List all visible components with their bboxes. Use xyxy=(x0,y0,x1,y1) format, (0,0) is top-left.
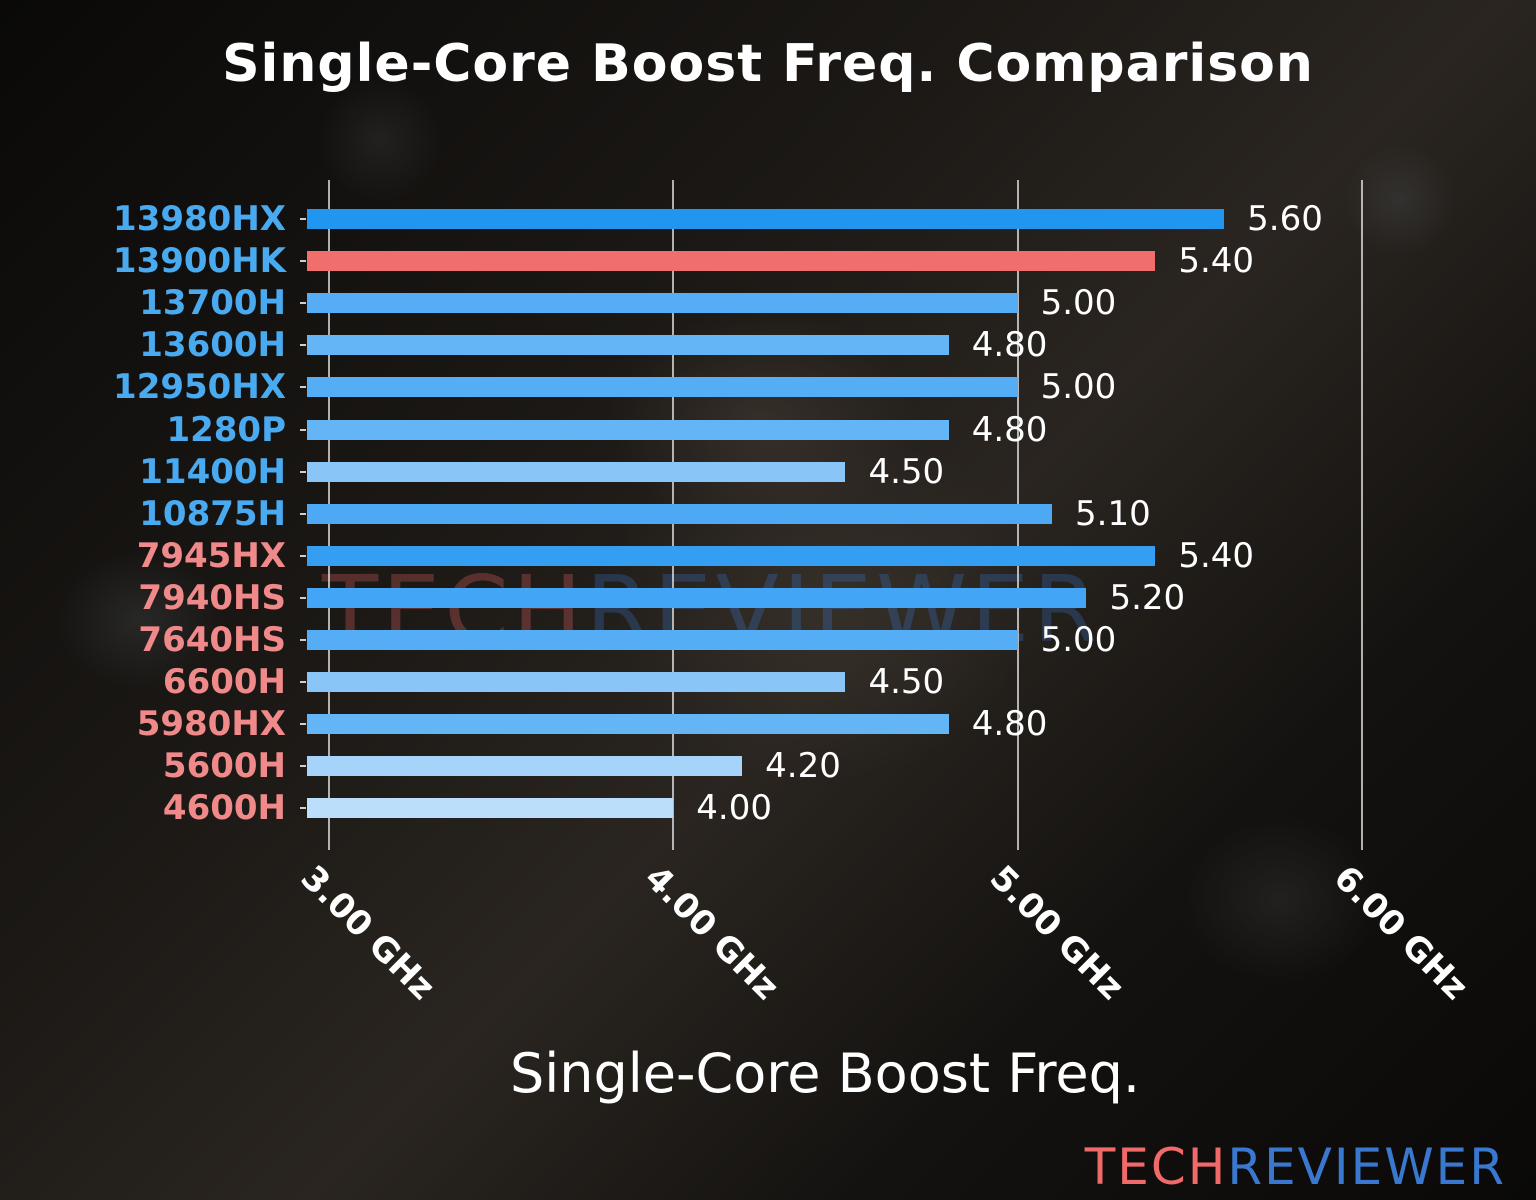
bar-row: 5600H 4.20 xyxy=(0,745,1536,787)
bar-row: 10875H 5.10 xyxy=(0,493,1536,535)
y-tick xyxy=(300,807,306,810)
y-tick xyxy=(300,344,306,347)
y-tick xyxy=(300,302,306,305)
y-tick xyxy=(300,470,306,473)
x-tick-label: 5.00 GHz xyxy=(981,858,1132,1008)
bar-row: 13980HX 5.60 xyxy=(0,198,1536,240)
y-tick xyxy=(300,260,306,263)
bar xyxy=(307,798,674,819)
bar xyxy=(307,377,1018,398)
value-label: 5.00 xyxy=(1040,367,1117,408)
bar-row: 7640HS 5.00 xyxy=(0,619,1536,661)
bar-row: 11400H 4.50 xyxy=(0,451,1536,493)
brand-tech: TECH xyxy=(1084,1138,1228,1196)
bar-row: 5980HX 4.80 xyxy=(0,703,1536,745)
x-tick-label: 4.00 GHz xyxy=(637,858,787,1008)
category-label: 13700H xyxy=(139,283,286,324)
category-label: 6600H xyxy=(162,662,286,703)
bar xyxy=(307,335,949,356)
bar xyxy=(307,756,743,777)
y-tick xyxy=(300,218,306,220)
category-label: 5600H xyxy=(162,746,286,787)
bar xyxy=(307,461,846,482)
bar xyxy=(307,630,1018,650)
y-tick xyxy=(300,681,306,684)
y-tick xyxy=(300,639,306,641)
bar-row: 12950HX 5.00 xyxy=(0,366,1536,408)
category-label: 13980HX xyxy=(113,199,286,239)
x-tick-label: 6.00 GHz xyxy=(1325,858,1476,1008)
bar xyxy=(307,419,949,440)
y-tick xyxy=(300,386,306,389)
chart-title: Single-Core Boost Freq. Comparison xyxy=(222,34,1314,94)
bar-row: 7940HS 5.20 xyxy=(0,577,1536,619)
bar xyxy=(307,293,1018,314)
value-label: 4.80 xyxy=(971,409,1048,450)
value-label: 5.40 xyxy=(1178,241,1255,282)
category-label: 13900HK xyxy=(112,241,286,282)
bar-row: 13600H 4.80 xyxy=(0,324,1536,366)
value-label: 4.00 xyxy=(696,788,772,829)
y-tick xyxy=(300,554,306,557)
category-label: 7945HX xyxy=(136,535,286,576)
bar-row: 13700H 5.00 xyxy=(0,282,1536,324)
value-label: 5.40 xyxy=(1178,535,1255,576)
bar xyxy=(307,209,1225,229)
bar xyxy=(307,587,1087,608)
category-label: 7940HS xyxy=(138,577,286,618)
bar xyxy=(307,714,949,735)
bar xyxy=(307,251,1156,272)
y-tick xyxy=(300,512,306,515)
value-label: 4.20 xyxy=(765,746,841,787)
category-label: 7640HS xyxy=(138,620,286,660)
value-label: 5.60 xyxy=(1247,199,1323,239)
value-label: 4.80 xyxy=(971,704,1048,745)
bar xyxy=(307,672,846,693)
bar xyxy=(307,503,1053,524)
y-tick xyxy=(300,765,306,768)
y-tick xyxy=(300,596,306,599)
bar-row: 13900HK 5.40 xyxy=(0,240,1536,282)
x-tick-label: 3.00 GHz xyxy=(292,858,443,1008)
value-label: 5.20 xyxy=(1109,577,1186,618)
value-label: 5.00 xyxy=(1040,283,1117,324)
category-label: 12950HX xyxy=(113,367,286,408)
bar-row: 4600H 4.00 xyxy=(0,787,1536,829)
y-tick xyxy=(300,428,306,431)
brand-logo: TECHREVIEWER xyxy=(1085,1138,1506,1196)
bar-row: 7945HX 5.40 xyxy=(0,535,1536,577)
value-label: 4.50 xyxy=(868,662,945,703)
category-label: 4600H xyxy=(162,788,286,829)
value-label: 4.50 xyxy=(868,451,945,492)
bar-row: 6600H 4.50 xyxy=(0,661,1536,703)
category-label: 11400H xyxy=(139,451,286,492)
gridline xyxy=(1360,180,1363,850)
category-label: 13600H xyxy=(139,325,286,366)
bar xyxy=(307,545,1156,566)
category-label: 5980HX xyxy=(136,704,286,745)
category-label: 1280P xyxy=(166,409,286,450)
bar-row: 1280P 4.80 xyxy=(0,409,1536,451)
x-axis-label: Single-Core Boost Freq. xyxy=(510,1042,1141,1105)
brand-reviewer: REVIEWER xyxy=(1227,1138,1506,1196)
value-label: 4.80 xyxy=(971,325,1048,366)
y-tick xyxy=(300,723,306,726)
value-label: 5.10 xyxy=(1075,493,1151,534)
category-label: 10875H xyxy=(139,493,286,534)
value-label: 5.00 xyxy=(1040,620,1117,660)
